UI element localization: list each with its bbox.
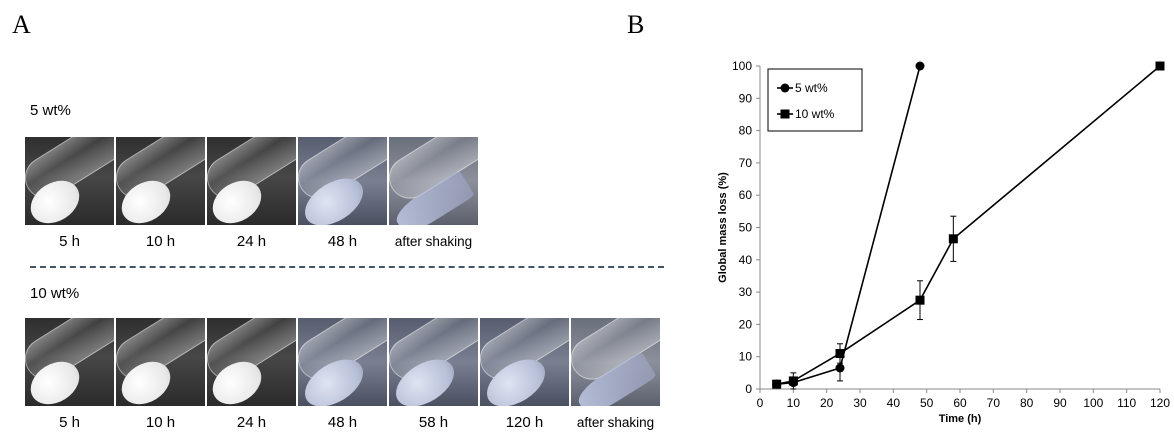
x-axis-title: Time (h) [939,413,982,425]
tube-photo [207,137,296,225]
x-tick-label: 10 [787,396,801,410]
tube-photo-cell: 24 h [207,137,296,251]
tube-photo [25,137,114,225]
tube-photo-cell: after shaking [389,137,478,251]
data-point-10wt [915,295,925,305]
tube-photo-cell: 120 h [480,318,569,432]
tube-caption: 58 h [418,414,449,431]
y-tick-label: 70 [739,156,753,170]
tube-caption: 5 h [59,414,80,431]
legend-marker-circle [780,83,790,93]
x-tick-label: 80 [1020,396,1034,410]
x-tick-label: 0 [757,396,764,410]
x-tick-label: 50 [920,396,934,410]
x-tick-label: 90 [1053,396,1067,410]
tube-photo [389,318,478,406]
legend-label: 5 wt% [795,81,828,95]
photo-row-10wt: 5 h 10 h 24 h 48 h 58 h 120 h after shaking [25,318,662,432]
tube-caption: 48 h [327,414,358,431]
y-tick-label: 10 [739,350,753,364]
data-point-5wt [915,61,925,71]
y-tick-label: 90 [739,91,753,105]
tube-photo [298,318,387,406]
data-point-10wt [772,379,782,389]
x-tick-label: 20 [820,396,834,410]
x-tick-label: 120 [1150,396,1170,410]
group-label-5wt: 5 wt% [30,102,71,119]
tube-photo-cell: 5 h [25,318,114,432]
tube-caption: 10 h [145,414,176,431]
x-tick-label: 40 [887,396,901,410]
tube-caption: after shaking [576,415,655,430]
x-tick-label: 70 [987,396,1001,410]
tube-photo-cell: 24 h [207,318,296,432]
data-point-5wt [835,363,845,373]
x-tick-label: 100 [1083,396,1103,410]
tube-photo [116,318,205,406]
x-tick-label: 110 [1117,396,1136,410]
data-point-10wt [788,376,798,386]
legend-box [767,68,863,132]
y-tick-label: 40 [739,253,753,267]
tube-caption: 10 h [145,233,176,250]
y-tick-label: 60 [739,188,753,202]
y-tick-label: 20 [739,317,753,331]
data-point-10wt [948,234,958,244]
tube-photo-cell: after shaking [571,318,660,432]
y-tick-label: 30 [739,285,753,299]
data-point-10wt [1155,61,1165,71]
x-tick-label: 60 [953,396,967,410]
mass-loss-chart: 0 10 20 30 40 50 60 70 80 90 100 0 10 20 30 40 50 60 70 80 9… [717,59,1170,425]
tube-photo-cell: 10 h [116,137,205,251]
tube-photo-cell: 5 h [25,137,114,251]
photo-row-5wt: 5 h 10 h 24 h 48 h after shaking [25,137,480,251]
tube-photo [480,318,569,406]
tube-caption: 24 h [236,233,267,250]
tube-photo [25,318,114,406]
tube-photo [571,318,660,406]
tube-caption: 120 h [505,414,544,431]
tube-photo [389,137,478,225]
legend-marker-square [780,109,790,119]
tube-caption: 24 h [236,414,267,431]
tube-photo-cell: 58 h [389,318,478,432]
tube-photo [207,318,296,406]
y-tick-label: 100 [732,59,752,73]
y-tick-label: 50 [739,221,753,235]
tube-photo [116,137,205,225]
panel-letter-b: B [627,10,645,39]
group-divider [30,266,664,268]
legend-label: 10 wt% [795,107,835,121]
panel-letter-a: A [12,10,31,39]
y-tick-label: 80 [739,124,753,138]
y-tick-label: 0 [745,382,752,396]
y-axis-title: Global mass loss (%) [717,172,729,283]
tube-photo [298,137,387,225]
x-tick-label: 30 [853,396,867,410]
data-point-10wt [835,348,845,358]
tube-photo-cell: 48 h [298,318,387,432]
tube-caption: after shaking [394,234,473,249]
group-label-10wt: 10 wt% [30,285,80,302]
tube-caption: 5 h [59,233,80,250]
tube-photo-cell: 48 h [298,137,387,251]
tube-photo-cell: 10 h [116,318,205,432]
tube-caption: 48 h [327,233,358,250]
